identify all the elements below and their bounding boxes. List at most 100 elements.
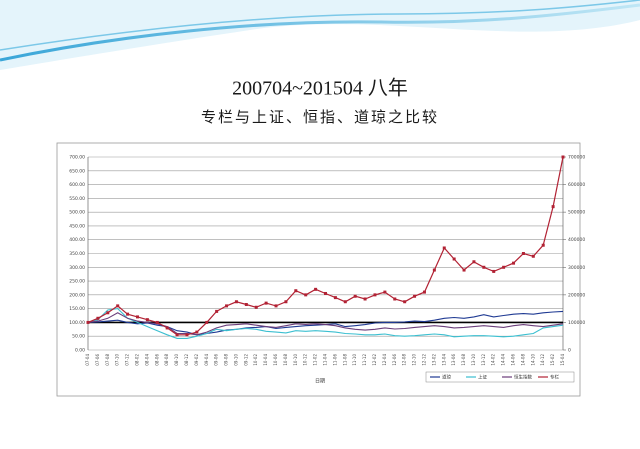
marker	[155, 320, 159, 324]
x-tick-label: 15-02	[550, 354, 555, 366]
marker	[86, 320, 90, 324]
marker	[512, 261, 516, 265]
y-tick-label: 650.00	[69, 168, 85, 174]
marker	[363, 297, 367, 301]
x-tick-label: 11-02	[313, 354, 318, 366]
x-tick-label: 10-02	[253, 354, 258, 366]
wave	[0, 3, 640, 62]
legend-label: 恒生指数	[514, 374, 532, 381]
marker	[472, 260, 476, 264]
x-tick-label: 13-06	[451, 354, 456, 366]
legend-label: 上证	[478, 374, 487, 381]
x-tick-label: 07-04	[85, 354, 90, 366]
marker	[452, 257, 456, 261]
marker	[234, 300, 238, 304]
marker	[541, 243, 545, 247]
marker	[135, 315, 139, 319]
x-tick-label: 14-08	[520, 354, 525, 366]
y2-tick-label: 400000	[568, 237, 585, 243]
x-tick-label: 09-10	[233, 354, 238, 366]
x-tick-label: 07-06	[95, 354, 100, 366]
subtitle: 专栏与上证、恒指、道琼之比较	[201, 108, 439, 126]
x-tick-label: 09-12	[243, 354, 248, 366]
legend-label: 专栏	[550, 374, 559, 381]
x-tick-label: 14-12	[540, 354, 545, 366]
marker	[225, 304, 229, 308]
x-tick-label: 13-08	[461, 354, 466, 366]
x-tick-label: 08-12	[184, 354, 189, 366]
marker	[561, 155, 565, 159]
marker	[521, 252, 525, 255]
marker	[502, 265, 506, 269]
x-tick-label: 07-12	[125, 354, 130, 366]
legend-label: 道琼	[442, 374, 451, 381]
marker	[195, 330, 199, 334]
y-tick-label: 400.00	[69, 237, 85, 243]
marker	[304, 293, 308, 297]
marker	[403, 300, 407, 304]
marker	[106, 311, 110, 315]
y-tick-label: 150.00	[69, 306, 85, 312]
x-tick-label: 09-06	[214, 354, 219, 366]
marker	[284, 300, 288, 304]
marker	[185, 333, 189, 337]
x-tick-label: 10-08	[283, 354, 288, 366]
y-tick-label: 550.00	[69, 196, 85, 202]
marker	[205, 320, 209, 324]
marker	[254, 305, 258, 309]
legend-box	[425, 371, 575, 383]
marker	[422, 290, 426, 294]
marker	[126, 312, 130, 316]
x-tick-label: 09-02	[194, 354, 199, 366]
marker	[373, 293, 377, 297]
x-tick-label: 14-06	[511, 354, 516, 366]
x-tick-label: 14-10	[530, 354, 535, 366]
x-tick-label: 12-02	[372, 354, 377, 366]
marker	[324, 291, 327, 295]
x-tick-label: 11-06	[332, 354, 337, 366]
x-tick-label: 11-12	[362, 354, 367, 366]
x-tick-label: 13-02	[431, 354, 436, 366]
marker	[343, 300, 347, 304]
x-tick-label: 07-08	[105, 354, 110, 366]
x-axis-title: 日期	[315, 379, 325, 385]
y-tick-label: 450.00	[69, 223, 85, 229]
x-tick-label: 08-04	[144, 354, 149, 366]
x-tick-label: 13-04	[441, 354, 446, 366]
marker	[274, 304, 278, 308]
marker	[333, 296, 337, 300]
x-tick-label: 08-02	[134, 354, 139, 366]
x-tick-label: 09-08	[224, 354, 229, 366]
marker	[244, 303, 248, 307]
x-tick-label: 10-06	[273, 354, 278, 366]
marker	[116, 304, 120, 308]
x-tick-label: 15-04	[560, 354, 565, 366]
y2-tick-label: 600000	[568, 182, 585, 188]
y-tick-label: 100.00	[69, 320, 85, 326]
x-tick-label: 12-10	[412, 354, 417, 366]
x-tick-label: 12-08	[402, 354, 407, 366]
x-tick-label: 12-06	[392, 354, 397, 366]
y-tick-label: 700.00	[69, 155, 85, 161]
y2-tick-label: 100000	[568, 320, 585, 326]
plot: 0.00 50.00 100.00 150.00 200.00 250.00 300.00 3…	[69, 155, 585, 383]
x-tick-label: 14-02	[491, 354, 496, 366]
series-line	[87, 308, 564, 339]
x-tick-label: 10-10	[293, 354, 298, 366]
y-tick-label: 600.00	[69, 182, 85, 188]
x-tick-label: 13-12	[481, 354, 486, 366]
y2-tick-label: 200000	[568, 292, 585, 298]
x-tick-label: 12-12	[421, 354, 426, 366]
x-tick-label: 09-04	[204, 354, 209, 366]
x-tick-label: 07-10	[115, 354, 120, 366]
x-tick-label: 11-08	[342, 354, 347, 366]
marker	[353, 294, 357, 298]
marker	[215, 309, 219, 313]
y-tick-label: 0.00	[75, 348, 85, 354]
x-tick-label: 11-04	[323, 354, 328, 366]
wave-bg	[0, 0, 640, 70]
x-tick-label: 11-10	[352, 354, 357, 366]
marker	[462, 268, 466, 272]
x-tick-label: 10-12	[303, 354, 308, 366]
